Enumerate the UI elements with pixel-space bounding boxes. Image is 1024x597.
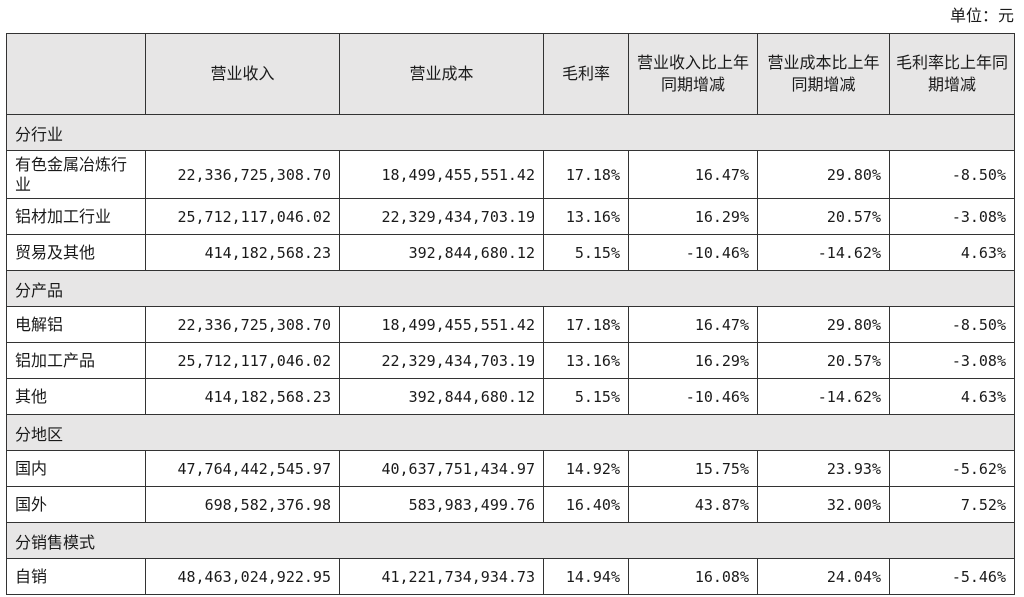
- revenue-change-cell: 16.29%: [628, 342, 758, 379]
- margin-cell: 17.18%: [543, 150, 629, 199]
- row-name: 国外: [6, 486, 146, 523]
- row-name: 有色金属冶炼行业: [6, 150, 146, 199]
- revenue-cell: 414,182,568.23: [145, 234, 340, 271]
- cost-cell: 18,499,455,551.42: [339, 150, 544, 199]
- group-row: 分地区: [6, 414, 1015, 451]
- cost-change-cell: 20.57%: [757, 342, 890, 379]
- margin-change-cell: -3.08%: [889, 198, 1015, 235]
- cost-cell: 40,637,751,434.97: [339, 450, 544, 487]
- table-row: 贸易及其他 414,182,568.23 392,844,680.12 5.15…: [6, 234, 1015, 271]
- cost-change-cell: 29.80%: [757, 150, 890, 199]
- revenue-change-cell: 43.87%: [628, 486, 758, 523]
- cost-cell: 41,221,734,934.73: [339, 558, 544, 595]
- cost-change-cell: 32.00%: [757, 486, 890, 523]
- group-label: 分销售模式: [6, 522, 1015, 559]
- margin-cell: 16.40%: [543, 486, 629, 523]
- revenue-change-cell: 16.47%: [628, 306, 758, 343]
- revenue-cell: 22,336,725,308.70: [145, 150, 340, 199]
- margin-cell: 17.18%: [543, 306, 629, 343]
- cost-change-cell: -14.62%: [757, 234, 890, 271]
- row-name: 电解铝: [6, 306, 146, 343]
- revenue-change-cell: -10.46%: [628, 234, 758, 271]
- cost-cell: 392,844,680.12: [339, 234, 544, 271]
- row-name: 铝材加工行业: [6, 198, 146, 235]
- cost-cell: 22,329,434,703.19: [339, 342, 544, 379]
- revenue-cell: 25,712,117,046.02: [145, 198, 340, 235]
- group-label: 分行业: [6, 114, 1015, 151]
- margin-cell: 13.16%: [543, 342, 629, 379]
- table-row: 铝加工产品 25,712,117,046.02 22,329,434,703.1…: [6, 342, 1015, 379]
- table-row: 国外 698,582,376.98 583,983,499.76 16.40% …: [6, 486, 1015, 523]
- margin-change-cell: -5.46%: [889, 558, 1015, 595]
- cost-change-cell: 24.04%: [757, 558, 890, 595]
- header-cell: 营业收入: [145, 33, 340, 115]
- cost-cell: 22,329,434,703.19: [339, 198, 544, 235]
- revenue-cell: 47,764,442,545.97: [145, 450, 340, 487]
- revenue-cost-table: 营业收入 营业成本 毛利率 营业收入比上年同期增减 营业成本比上年同期增减 毛利…: [6, 33, 1015, 595]
- header-cell: [6, 33, 146, 115]
- group-label: 分产品: [6, 270, 1015, 307]
- revenue-change-cell: 16.08%: [628, 558, 758, 595]
- row-name: 铝加工产品: [6, 342, 146, 379]
- table-row: 国内 47,764,442,545.97 40,637,751,434.97 1…: [6, 450, 1015, 487]
- margin-change-cell: 7.52%: [889, 486, 1015, 523]
- revenue-change-cell: 15.75%: [628, 450, 758, 487]
- margin-change-cell: -8.50%: [889, 306, 1015, 343]
- header-cell: 营业成本比上年同期增减: [757, 33, 890, 115]
- revenue-change-cell: -10.46%: [628, 378, 758, 415]
- unit-label: 单位：元: [949, 6, 1014, 25]
- header-cell: 营业收入比上年同期增减: [628, 33, 758, 115]
- table-row: 有色金属冶炼行业 22,336,725,308.70 18,499,455,55…: [6, 150, 1015, 199]
- cost-change-cell: -14.62%: [757, 378, 890, 415]
- group-row: 分销售模式: [6, 522, 1015, 559]
- group-row: 分产品: [6, 270, 1015, 307]
- header-cell: 毛利率比上年同期增减: [889, 33, 1015, 115]
- table-row: 其他 414,182,568.23 392,844,680.12 5.15% -…: [6, 378, 1015, 415]
- cost-change-cell: 29.80%: [757, 306, 890, 343]
- revenue-cell: 25,712,117,046.02: [145, 342, 340, 379]
- margin-change-cell: -5.62%: [889, 450, 1015, 487]
- cost-cell: 583,983,499.76: [339, 486, 544, 523]
- group-label: 分地区: [6, 414, 1015, 451]
- header-cell: 毛利率: [543, 33, 629, 115]
- table-row: 自销 48,463,024,922.95 41,221,734,934.73 1…: [6, 558, 1015, 595]
- revenue-cell: 22,336,725,308.70: [145, 306, 340, 343]
- margin-change-cell: -8.50%: [889, 150, 1015, 199]
- row-name: 自销: [6, 558, 146, 595]
- row-name: 贸易及其他: [6, 234, 146, 271]
- header-row: 营业收入 营业成本 毛利率 营业收入比上年同期增减 营业成本比上年同期增减 毛利…: [6, 33, 1015, 115]
- margin-change-cell: -3.08%: [889, 342, 1015, 379]
- cost-change-cell: 23.93%: [757, 450, 890, 487]
- margin-cell: 5.15%: [543, 234, 629, 271]
- table-row: 电解铝 22,336,725,308.70 18,499,455,551.42 …: [6, 306, 1015, 343]
- revenue-change-cell: 16.47%: [628, 150, 758, 199]
- group-row: 分行业: [6, 114, 1015, 151]
- revenue-cell: 698,582,376.98: [145, 486, 340, 523]
- cost-cell: 18,499,455,551.42: [339, 306, 544, 343]
- margin-cell: 14.94%: [543, 558, 629, 595]
- row-name: 其他: [6, 378, 146, 415]
- margin-change-cell: 4.63%: [889, 378, 1015, 415]
- margin-cell: 14.92%: [543, 450, 629, 487]
- margin-cell: 5.15%: [543, 378, 629, 415]
- row-name: 国内: [6, 450, 146, 487]
- header-cell: 营业成本: [339, 33, 544, 115]
- revenue-cell: 48,463,024,922.95: [145, 558, 340, 595]
- cost-cell: 392,844,680.12: [339, 378, 544, 415]
- revenue-change-cell: 16.29%: [628, 198, 758, 235]
- cost-change-cell: 20.57%: [757, 198, 890, 235]
- margin-cell: 13.16%: [543, 198, 629, 235]
- margin-change-cell: 4.63%: [889, 234, 1015, 271]
- table-row: 铝材加工行业 25,712,117,046.02 22,329,434,703.…: [6, 198, 1015, 235]
- revenue-cell: 414,182,568.23: [145, 378, 340, 415]
